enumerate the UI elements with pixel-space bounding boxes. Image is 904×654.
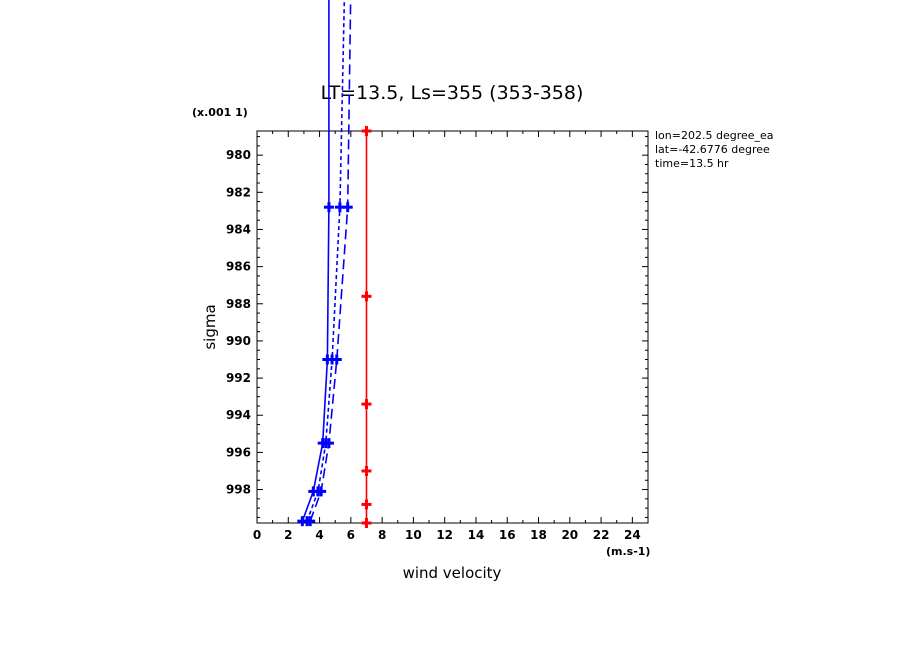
series-line-3 xyxy=(309,0,352,522)
x-tick-label: 8 xyxy=(378,528,386,542)
x-tick-label: 20 xyxy=(561,528,578,542)
y-axis-label: sigma xyxy=(201,304,219,349)
info-line-lon: lon=202.5 degree_ea xyxy=(655,129,774,142)
x-tick-label: 10 xyxy=(405,528,422,542)
y-tick-label: 984 xyxy=(226,222,251,236)
y-tick-label: 994 xyxy=(226,408,251,422)
x-units-label: (m.s-1) xyxy=(606,545,650,558)
y-tick-label: 980 xyxy=(226,148,251,162)
data-marks xyxy=(297,0,372,528)
y-tick-label: 986 xyxy=(226,260,251,274)
y-tick-label: 996 xyxy=(226,445,251,459)
x-tick-label: 18 xyxy=(530,528,547,542)
info-mask xyxy=(780,125,904,185)
plot-frame xyxy=(256,130,649,524)
y-units-label: (x.001 1) xyxy=(192,106,248,119)
info-line-lat: lat=-42.6776 degree xyxy=(655,143,770,156)
y-tick-label: 992 xyxy=(226,371,251,385)
x-axis-label: wind velocity xyxy=(403,564,502,582)
x-tick-label: 22 xyxy=(593,528,610,542)
x-tick-label: 6 xyxy=(347,528,355,542)
series-line-2 xyxy=(306,0,346,522)
x-tick-label: 16 xyxy=(499,528,516,542)
series-line-1 xyxy=(301,0,330,522)
y-tick-label: 990 xyxy=(226,334,251,348)
axes: 0 2 4 6 8 10 12 14 16 18 20 22 249809829849869889909… xyxy=(226,130,649,542)
x-tick-label: 14 xyxy=(468,528,485,542)
x-tick-label: 12 xyxy=(436,528,453,542)
x-tick-label: 4 xyxy=(315,528,323,542)
info-line-time: time=13.5 hr xyxy=(655,157,729,170)
x-tick-label: 24 xyxy=(624,528,641,542)
y-tick-label: 998 xyxy=(226,483,251,497)
y-tick-label: 988 xyxy=(226,297,251,311)
x-tick-label: 2 xyxy=(284,528,292,542)
y-tick-label: 982 xyxy=(226,185,251,199)
info-block: lon=202.5 degree_ea lat=-42.6776 degree … xyxy=(655,129,774,170)
x-tick-label: 0 xyxy=(253,528,261,542)
chart-title: LT=13.5, Ls=355 (353-358) xyxy=(321,82,584,104)
